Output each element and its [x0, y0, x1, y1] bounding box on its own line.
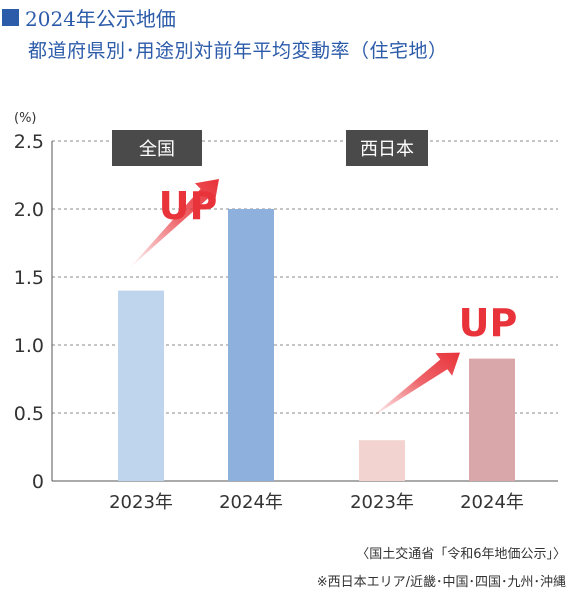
x-category-label: 2023年	[109, 492, 173, 513]
source-note: 〈国土交通省「令和6年地価公示」〉	[356, 547, 566, 562]
y-tick-label: 1.0	[14, 335, 44, 357]
title-square-icon	[2, 8, 19, 26]
x-category-label: 2024年	[460, 492, 524, 513]
x-category-label: 2023年	[350, 492, 414, 513]
up-arrow-icon	[129, 179, 219, 269]
bar-0-0	[118, 290, 164, 481]
y-tick-label: 0	[32, 471, 44, 493]
y-tick-label: 0.5	[14, 403, 44, 425]
group-label-box	[112, 130, 202, 166]
region-note: ※西日本エリア/近畿･中国･四国･九州･沖縄	[316, 575, 566, 590]
title-line2: 都道府県別･用途別対前年平均変動率（住宅地）	[28, 40, 448, 62]
bar-1-1	[469, 358, 515, 481]
up-arrow-icon	[370, 352, 460, 419]
bar-1-0	[359, 440, 405, 481]
y-tick-label: 2.0	[14, 199, 44, 221]
group-label: 西日本	[360, 139, 414, 160]
group-label-box	[346, 130, 428, 166]
x-category-label: 2024年	[219, 492, 283, 513]
up-label: UP	[459, 301, 518, 345]
y-tick-label: 1.5	[14, 267, 44, 289]
bar-0-1	[228, 209, 274, 481]
y-tick-label: 2.5	[14, 131, 44, 153]
group-label: 全国	[139, 139, 175, 160]
y-axis-unit-label: (%)	[14, 111, 37, 126]
up-label: UP	[159, 184, 218, 228]
title-line1: 2024年公示地価	[25, 6, 176, 31]
chart-title: 2024年公示地価 都道府県別･用途別対前年平均変動率（住宅地）	[2, 4, 586, 63]
